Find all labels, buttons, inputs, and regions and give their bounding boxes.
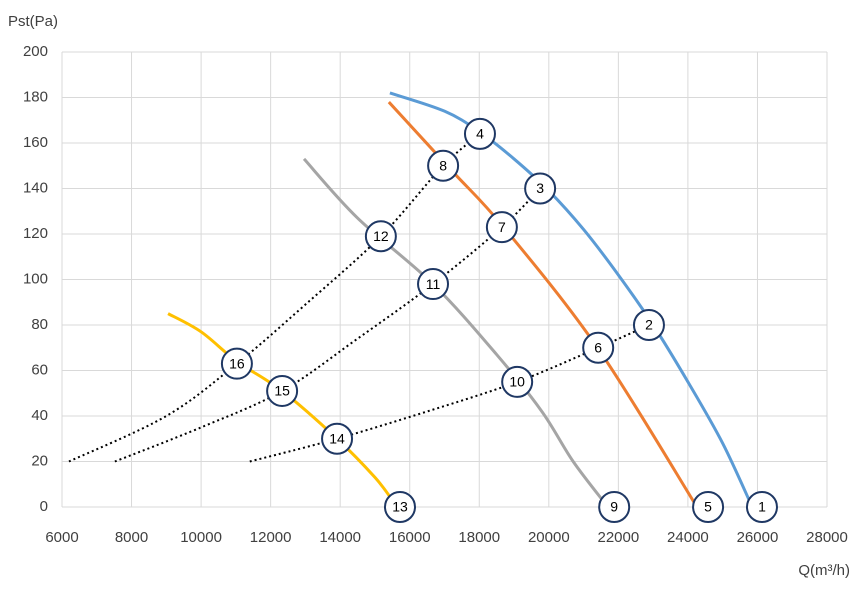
point-label: 9 [610,499,618,515]
point-label: 13 [392,499,408,515]
point-label: 4 [476,126,484,142]
fan-curve [302,157,610,508]
y-tick-label: 200 [23,43,48,60]
point-marker [427,149,460,182]
y-tick-label: 100 [23,270,48,287]
point-marker [524,172,557,205]
x-tick-label: 28000 [806,529,848,546]
point-marker [745,491,778,523]
point-label: 8 [439,157,447,173]
point-marker [632,309,665,341]
point-label: 1 [758,499,766,515]
x-axis-label: Q(m³/h) [798,562,850,579]
x-tick-label: 6000 [45,529,78,546]
x-tick-label: 22000 [598,529,640,546]
y-tick-label: 20 [31,452,48,469]
x-tick-label: 24000 [667,529,709,546]
point-marker [220,347,253,380]
y-tick-label: 160 [23,134,48,151]
x-tick-label: 10000 [180,529,222,546]
point-marker [383,491,416,523]
point-marker [321,422,354,455]
point-label: 16 [229,355,245,371]
x-tick-label: 20000 [528,529,570,546]
point-label: 2 [645,317,653,333]
x-tick-label: 12000 [250,529,292,546]
x-tick-label: 14000 [319,529,361,546]
point-marker [463,117,496,150]
point-marker [364,220,397,253]
y-tick-label: 80 [31,316,48,333]
point-label: 3 [536,180,544,196]
system-curve [68,133,481,463]
y-tick-label: 40 [31,407,48,424]
point-marker [582,331,615,364]
x-tick-label: 18000 [458,529,500,546]
point-label: 14 [329,430,345,446]
y-tick-label: 180 [23,88,48,105]
point-marker [598,491,631,523]
fan-curve [167,312,394,502]
point-label: 5 [704,499,712,515]
point-label: 10 [509,374,525,390]
point-marker [266,374,299,407]
y-tick-label: 140 [23,179,48,196]
point-marker [417,268,450,301]
y-tick-label: 60 [31,361,48,378]
point-marker [692,491,725,523]
point-label: 6 [594,339,602,355]
x-tick-label: 26000 [737,529,779,546]
y-tick-label: 120 [23,225,48,242]
y-axis-label: Pst(Pa) [8,13,58,30]
point-marker [501,365,534,398]
point-label: 15 [274,383,290,399]
y-tick-label: 0 [40,498,48,515]
x-tick-label: 16000 [389,529,431,546]
point-marker [485,211,518,244]
x-tick-label: 8000 [115,529,148,546]
point-label: 12 [373,228,389,244]
point-label: 7 [498,219,506,235]
point-label: 11 [426,276,441,292]
